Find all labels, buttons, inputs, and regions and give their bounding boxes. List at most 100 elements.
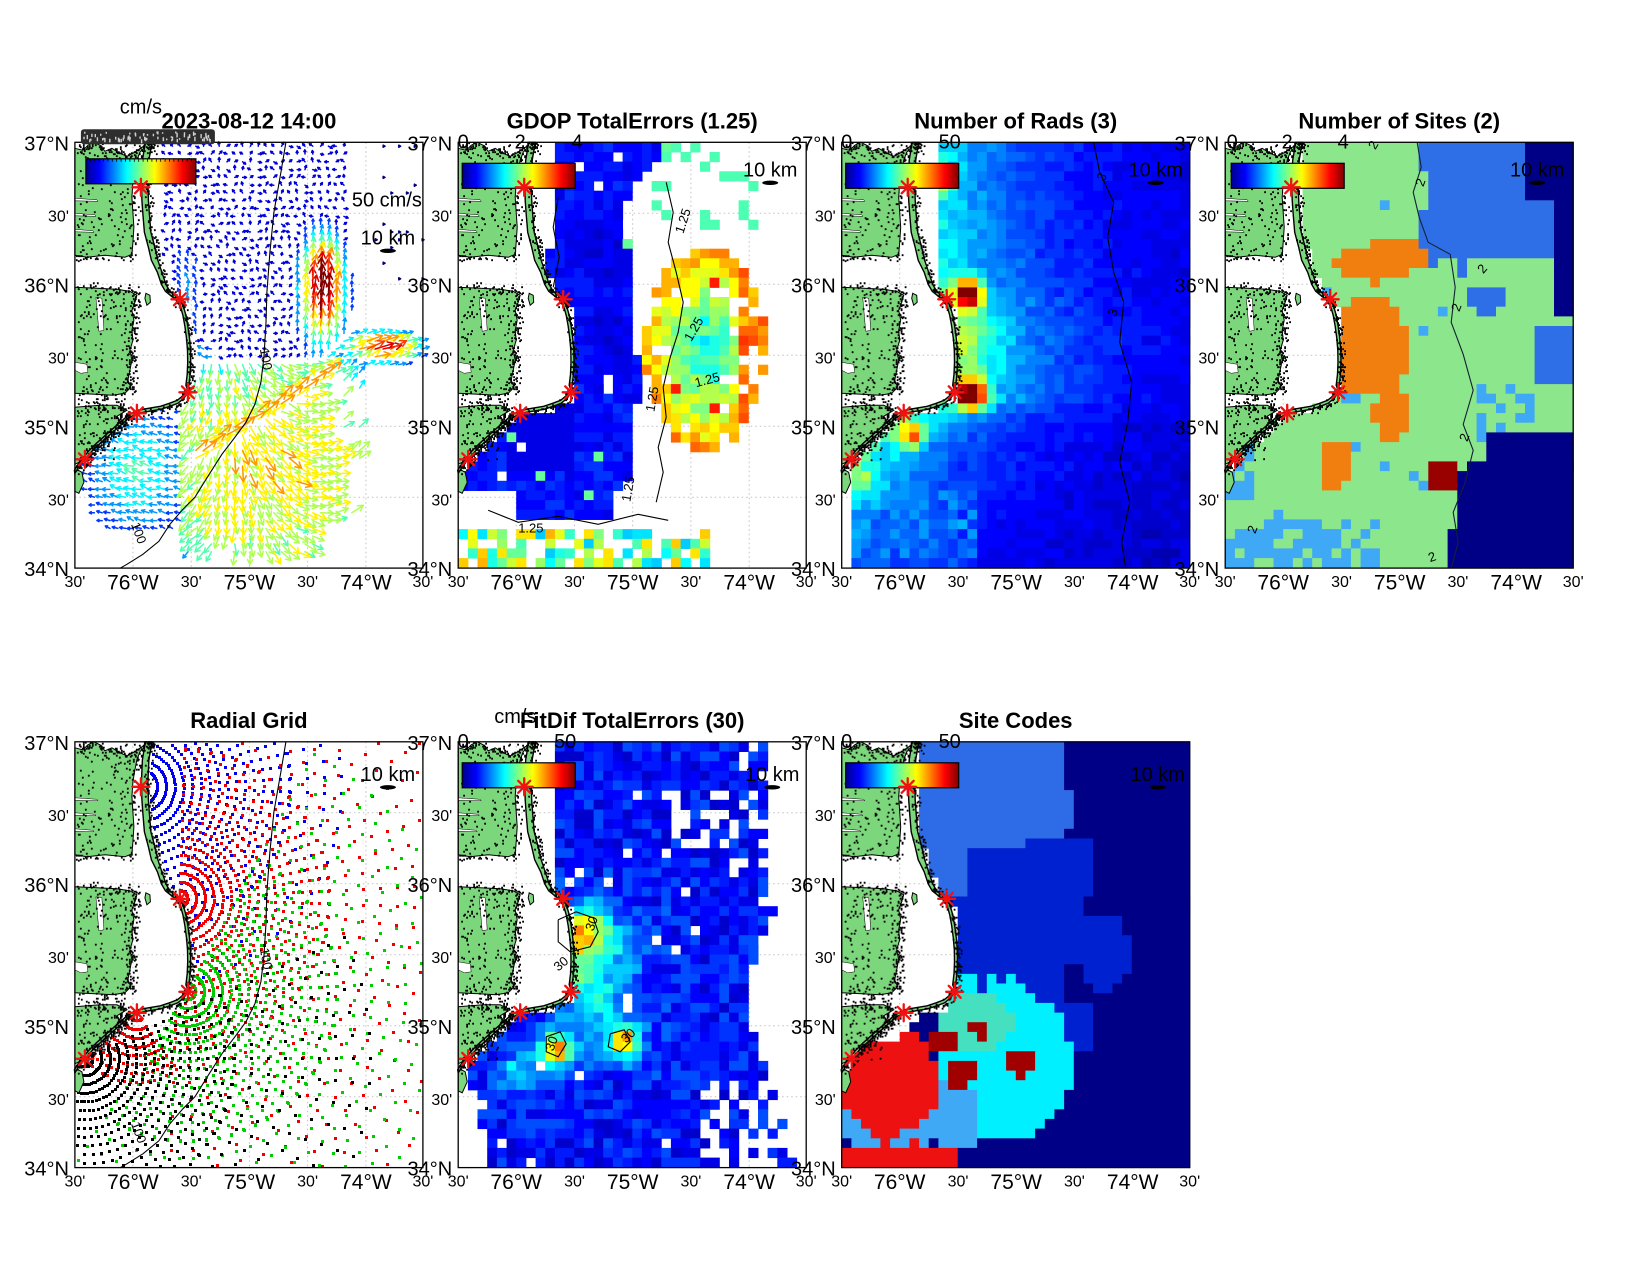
svg-text:37°N: 37°N — [408, 133, 453, 155]
svg-text:30': 30' — [431, 950, 452, 967]
svg-text:30': 30' — [815, 1092, 836, 1109]
svg-text:30': 30' — [1198, 208, 1219, 225]
svg-text:50 cm/s: 50 cm/s — [352, 189, 422, 211]
svg-text:36°N: 36°N — [408, 275, 453, 297]
svg-text:74°W: 74°W — [723, 572, 775, 595]
svg-text:10 km: 10 km — [1128, 159, 1182, 181]
svg-text:37°N: 37°N — [408, 733, 453, 755]
svg-text:36°N: 36°N — [791, 275, 836, 297]
svg-text:30': 30' — [181, 574, 202, 591]
svg-text:30': 30' — [1179, 1174, 1200, 1191]
svg-text:10 km: 10 km — [1510, 159, 1564, 181]
svg-text:30': 30' — [796, 574, 817, 591]
svg-text:34°N: 34°N — [408, 559, 453, 581]
svg-text:30': 30' — [564, 574, 585, 591]
svg-text:35°N: 35°N — [24, 1017, 69, 1039]
svg-text:30': 30' — [48, 808, 69, 825]
svg-text:10 km: 10 km — [361, 227, 415, 249]
svg-text:76°W: 76°W — [1257, 572, 1309, 595]
svg-text:37°N: 37°N — [791, 133, 836, 155]
svg-text:1.25: 1.25 — [672, 207, 694, 236]
svg-text:76°W: 76°W — [490, 572, 542, 595]
svg-text:30': 30' — [297, 1174, 318, 1191]
svg-text:Site Codes: Site Codes — [959, 708, 1073, 733]
svg-text:0: 0 — [841, 131, 852, 153]
svg-text:30': 30' — [297, 574, 318, 591]
svg-text:30': 30' — [564, 1174, 585, 1191]
svg-text:30': 30' — [815, 808, 836, 825]
svg-text:30': 30' — [948, 574, 969, 591]
svg-text:30': 30' — [815, 950, 836, 967]
svg-text:2023-08-12 14:00: 2023-08-12 14:00 — [161, 108, 336, 133]
svg-text:37°N: 37°N — [791, 733, 836, 755]
svg-text:76°W: 76°W — [490, 1171, 542, 1194]
svg-text:1.25: 1.25 — [642, 385, 661, 413]
svg-text:36°N: 36°N — [1175, 275, 1220, 297]
svg-text:75°W: 75°W — [224, 572, 276, 595]
svg-text:2: 2 — [1448, 301, 1465, 313]
svg-text:37°N: 37°N — [24, 133, 69, 155]
svg-text:36°N: 36°N — [24, 875, 69, 897]
svg-text:75°W: 75°W — [607, 1171, 659, 1194]
svg-text:2: 2 — [1244, 523, 1261, 535]
svg-text:75°W: 75°W — [990, 572, 1042, 595]
svg-text:FitDif TotalErrors (30): FitDif TotalErrors (30) — [520, 708, 745, 733]
svg-text:30': 30' — [1563, 574, 1584, 591]
svg-text:3: 3 — [1104, 306, 1121, 318]
svg-text:50: 50 — [939, 731, 961, 753]
svg-text:50: 50 — [939, 131, 961, 153]
svg-text:30: 30 — [542, 1034, 561, 1053]
svg-text:2: 2 — [1412, 176, 1429, 188]
svg-text:36°N: 36°N — [791, 875, 836, 897]
svg-text:35°N: 35°N — [791, 417, 836, 439]
svg-text:74°W: 74°W — [723, 1171, 775, 1194]
svg-text:34°N: 34°N — [791, 1159, 836, 1181]
svg-text:74°W: 74°W — [1107, 572, 1159, 595]
svg-text:30': 30' — [796, 1174, 817, 1191]
svg-text:30': 30' — [1447, 574, 1468, 591]
svg-text:1.25: 1.25 — [518, 520, 543, 535]
svg-text:30': 30' — [412, 1174, 433, 1191]
svg-text:50: 50 — [554, 731, 576, 753]
svg-text:100: 100 — [128, 1120, 150, 1146]
svg-text:76°W: 76°W — [107, 572, 159, 595]
svg-text:36°N: 36°N — [24, 275, 69, 297]
svg-text:30': 30' — [448, 574, 469, 591]
svg-text:30': 30' — [1064, 574, 1085, 591]
svg-text:30': 30' — [48, 350, 69, 367]
svg-text:30': 30' — [431, 808, 452, 825]
svg-text:74°W: 74°W — [1107, 1171, 1159, 1194]
svg-text:30': 30' — [48, 950, 69, 967]
svg-text:75°W: 75°W — [990, 1171, 1042, 1194]
svg-text:0: 0 — [841, 731, 852, 753]
svg-text:30': 30' — [948, 1174, 969, 1191]
svg-text:2: 2 — [1282, 131, 1293, 153]
svg-text:75°W: 75°W — [1374, 572, 1426, 595]
svg-text:2: 2 — [1456, 431, 1473, 443]
svg-text:34°N: 34°N — [24, 559, 69, 581]
svg-text:0: 0 — [458, 131, 469, 153]
svg-text:75°W: 75°W — [607, 572, 659, 595]
svg-text:30': 30' — [1331, 574, 1352, 591]
svg-text:37°N: 37°N — [1175, 133, 1220, 155]
svg-text:30': 30' — [431, 208, 452, 225]
svg-text:34°N: 34°N — [24, 1159, 69, 1181]
svg-text:30': 30' — [831, 574, 852, 591]
svg-text:76°W: 76°W — [107, 1171, 159, 1194]
svg-text:10 km: 10 km — [1130, 764, 1184, 786]
svg-text:35°N: 35°N — [408, 1017, 453, 1039]
svg-text:76°W: 76°W — [874, 572, 926, 595]
svg-text:35°N: 35°N — [791, 1017, 836, 1039]
svg-text:100: 100 — [257, 347, 276, 371]
svg-text:74°W: 74°W — [340, 1171, 392, 1194]
svg-text:30': 30' — [680, 1174, 701, 1191]
svg-text:30': 30' — [448, 1174, 469, 1191]
svg-text:30': 30' — [412, 574, 433, 591]
svg-text:30': 30' — [815, 492, 836, 509]
svg-text:30': 30' — [48, 492, 69, 509]
svg-text:0: 0 — [1227, 131, 1238, 153]
svg-text:4: 4 — [572, 131, 583, 153]
svg-text:74°W: 74°W — [340, 572, 392, 595]
svg-text:34°N: 34°N — [791, 559, 836, 581]
svg-text:30': 30' — [431, 350, 452, 367]
